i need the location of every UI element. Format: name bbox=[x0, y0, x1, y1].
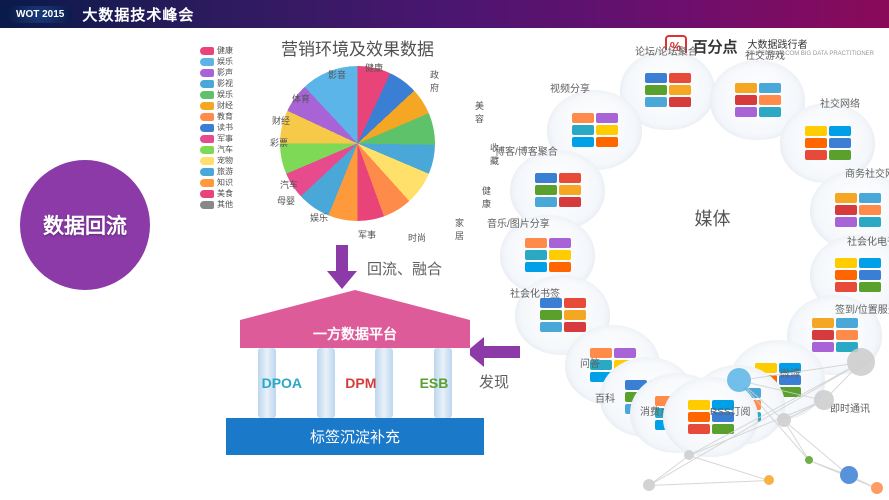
pie-slice-label: 健康 bbox=[482, 184, 491, 210]
petal-label: 签到/位置服务 bbox=[835, 301, 889, 316]
brand-name: 百分点 bbox=[693, 36, 738, 57]
legend-item: 影视 bbox=[200, 78, 233, 89]
pie-slice-label: 体育 bbox=[292, 92, 310, 105]
header-title: 大数据技术峰会 bbox=[82, 4, 194, 25]
pillar-label: DPOA bbox=[262, 375, 302, 391]
header-bar: WOT 2015 大数据技术峰会 bbox=[0, 0, 889, 28]
petal-label: 视频分享 bbox=[550, 80, 590, 95]
deco-dot bbox=[764, 475, 774, 485]
pie-slice-label: 影音 bbox=[328, 68, 346, 81]
pie-slice-label: 健康 bbox=[365, 61, 383, 74]
decorative-network bbox=[609, 320, 889, 500]
building-roof-label: 一方数据平台 bbox=[240, 320, 470, 348]
wot-badge: WOT 2015 bbox=[8, 6, 72, 23]
pillar-label: ESB bbox=[420, 375, 449, 391]
pie-slice-label: 娱乐 bbox=[310, 211, 328, 224]
pie-slice-label: 彩票 bbox=[270, 136, 288, 149]
media-center-label: 媒体 bbox=[670, 183, 755, 253]
legend-item: 财经 bbox=[200, 100, 233, 111]
petal-label: 社会化电子商务 bbox=[847, 233, 889, 248]
petal-label: 商务社交网络 bbox=[845, 165, 889, 180]
arrow-down-icon bbox=[325, 245, 359, 291]
building-base: 标签沉淀补充 bbox=[226, 418, 484, 455]
legend-item: 军事 bbox=[200, 133, 233, 144]
deco-dot bbox=[684, 450, 694, 460]
arrow-left-text: 发现 bbox=[479, 371, 509, 392]
deco-dot bbox=[840, 466, 858, 484]
arrow-down-text: 回流、融合 bbox=[367, 258, 442, 279]
petal-label: 社会化书签 bbox=[510, 285, 560, 300]
pie-slice-label: 时尚 bbox=[408, 231, 426, 244]
legend-item: 教育 bbox=[200, 111, 233, 122]
pie-slice-label: 母婴 bbox=[277, 194, 295, 207]
petal-label: 问答 bbox=[580, 355, 600, 370]
building-roof bbox=[240, 290, 470, 320]
arrow-left-icon bbox=[466, 335, 522, 369]
legend-item: 其他 bbox=[200, 199, 233, 210]
pie-slice-label: 财经 bbox=[272, 114, 290, 127]
legend-item: 娱乐 bbox=[200, 56, 233, 67]
legend-item: 宠物 bbox=[200, 155, 233, 166]
pie-chart: 健康政府美容收藏健康家居时尚军事娱乐汽车彩票母婴体育财经影音 bbox=[280, 66, 435, 221]
data-backflow-circle: 数据回流 bbox=[20, 160, 150, 290]
deco-dot bbox=[814, 390, 834, 410]
arrow-backflow: 回流、融合 bbox=[325, 245, 442, 291]
pie-slice-label: 政府 bbox=[430, 68, 439, 94]
legend-item: 健康 bbox=[200, 45, 233, 56]
pie-slice-label: 汽车 bbox=[280, 178, 298, 191]
building-pillars: DPOA DPM ESB bbox=[240, 348, 470, 418]
petal-label: 论坛/论坛聚合 bbox=[635, 43, 698, 58]
deco-dot bbox=[805, 456, 813, 464]
petal-label: 社交游戏 bbox=[745, 47, 785, 62]
pie-slice-label: 美容 bbox=[475, 99, 484, 125]
deco-dot bbox=[777, 413, 791, 427]
legend-item: 读书 bbox=[200, 122, 233, 133]
legend-item: 知识 bbox=[200, 177, 233, 188]
pillar-label: DPM bbox=[345, 375, 376, 391]
platform-building: 一方数据平台 DPOADPMESB 标签沉淀补充 bbox=[240, 290, 470, 455]
legend-item: 美食 bbox=[200, 188, 233, 199]
legend-item: 旅游 bbox=[200, 166, 233, 177]
deco-dot bbox=[643, 479, 655, 491]
deco-dot bbox=[727, 368, 751, 392]
petal-label: 博客/博客聚合 bbox=[495, 143, 558, 158]
legend-item: 影声 bbox=[200, 67, 233, 78]
pie-legend: 健康娱乐影声影视娱乐财经教育读书军事汽车宠物旅游知识美食其他 bbox=[200, 45, 233, 210]
pie-slice-label: 家居 bbox=[455, 216, 464, 242]
legend-item: 汽车 bbox=[200, 144, 233, 155]
pie-chart-area: 营销环境及效果数据 健康政府美容收藏健康家居时尚军事娱乐汽车彩票母婴体育财经影音… bbox=[220, 35, 435, 221]
petal-label: 音乐/图片分享 bbox=[487, 215, 550, 230]
arrow-discover: 发现 bbox=[466, 335, 522, 392]
deco-dot bbox=[847, 348, 875, 376]
deco-dot bbox=[871, 482, 883, 494]
pie-title: 营销环境及效果数据 bbox=[280, 35, 435, 60]
petal-label: 社交网络 bbox=[820, 95, 860, 110]
pie-slice-label: 军事 bbox=[358, 228, 376, 241]
legend-item: 娱乐 bbox=[200, 89, 233, 100]
